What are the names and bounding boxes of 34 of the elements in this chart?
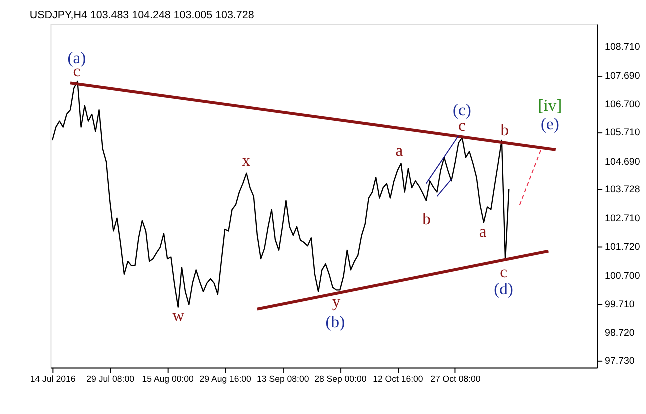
y-tick-label: 108.710 [605, 42, 641, 53]
y-tick-label: 102.710 [605, 214, 641, 225]
annotation: (d) [494, 280, 514, 299]
x-tick-label: 27 Oct 08:00 [430, 374, 481, 384]
y-tick-label: 107.690 [605, 71, 641, 82]
y-tick-label: 105.710 [605, 128, 641, 139]
x-tick-label: 15 Aug 00:00 [142, 374, 194, 384]
y-tick-label: 104.690 [605, 156, 641, 168]
x-tick-label: 13 Sep 08:00 [257, 374, 310, 384]
y-tick-label: 101.720 [605, 242, 641, 253]
annotation: c [500, 262, 508, 282]
annotation: x [242, 150, 252, 170]
annotation: b [500, 120, 510, 140]
y-tick-label: 106.700 [605, 99, 641, 110]
y-tick-label: 97.730 [605, 356, 636, 368]
annotation: b [422, 210, 431, 229]
chart-title: USDJPY,H4 103.483 104.248 103.005 103.728 [30, 9, 254, 22]
y-tick-label: 98.720 [605, 328, 636, 339]
x-tick-label: 12 Oct 16:00 [373, 374, 424, 384]
annotation: a [396, 141, 404, 160]
annotation: a [479, 222, 488, 241]
y-tick-label: 99.710 [605, 299, 636, 310]
x-tick-label: 28 Sep 00:00 [314, 374, 367, 384]
annotation: [iv] [538, 96, 562, 116]
y-tick-label: 100.700 [605, 271, 641, 282]
annotation: y [332, 292, 342, 312]
x-tick-label: 29 Aug 16:00 [200, 374, 252, 384]
x-tick-label: 29 Jul 08:00 [86, 374, 135, 384]
annotation: w [172, 306, 185, 325]
annotation: (e) [541, 114, 560, 134]
annotation: (b) [326, 312, 346, 332]
x-tick-label: 14 Jul 2016 [30, 374, 76, 384]
annotation: (a) [68, 48, 86, 68]
y-tick-label: 103.728 [605, 184, 640, 196]
